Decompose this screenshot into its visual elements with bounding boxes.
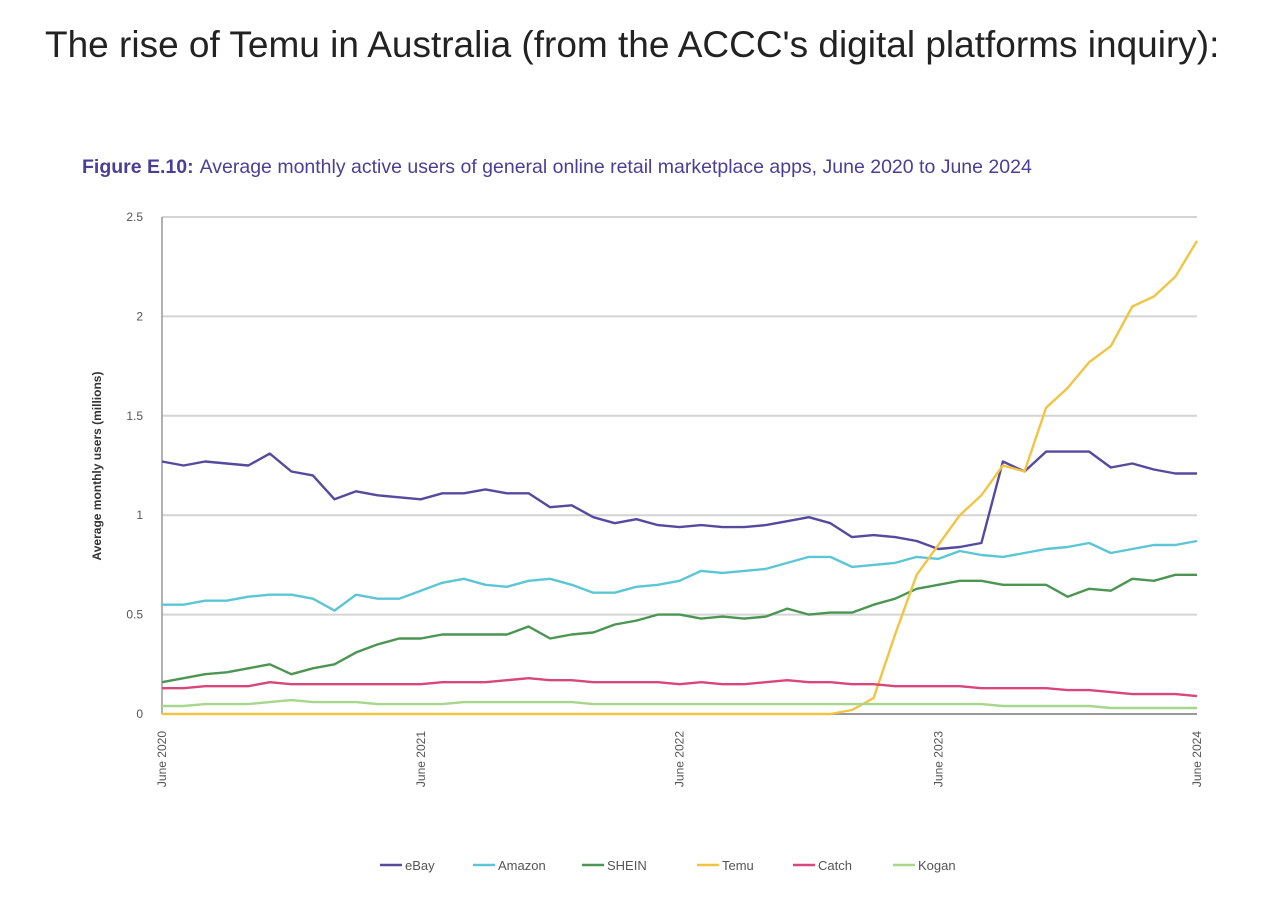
y-tick-label: 2.5: [126, 210, 143, 224]
y-axis-label: Average monthly users (millions): [90, 372, 104, 561]
figure-title-text: Average monthly active users of general …: [199, 156, 1032, 178]
x-tick-label: June 2020: [155, 731, 169, 787]
legend-label: Catch: [818, 858, 852, 873]
y-tick-label: 1.5: [126, 409, 143, 423]
legend-label: Amazon: [498, 858, 546, 873]
legend-item-ebay: eBay: [380, 858, 435, 873]
series-line-amazon: [162, 539, 1198, 612]
series-line-ebay: [161, 450, 1197, 551]
legend-label: eBay: [405, 858, 435, 873]
y-tick-label: 0: [136, 707, 143, 721]
legend-item-catch: Catch: [793, 858, 852, 873]
x-tick-labels: June 2020 June 2021 June 2022 June 2023 June…: [155, 731, 1204, 787]
legend-label: Kogan: [918, 858, 956, 873]
legend-item-temu: Temu: [697, 858, 754, 873]
gridlines: [161, 216, 1197, 715]
legend: eBay Amazon SHEIN Temu Catch Kogan: [380, 858, 956, 873]
x-tick-label: June 2022: [673, 731, 687, 787]
legend-item-amazon: Amazon: [473, 858, 546, 873]
series-line-kogan: [162, 698, 1197, 710]
y-tick-label: 2: [136, 309, 143, 323]
series-line-temu: [162, 240, 1199, 716]
x-tick-label: June 2023: [931, 731, 945, 787]
legend-item-kogan: Kogan: [893, 858, 956, 873]
figure-label: Figure E.10:: [82, 156, 194, 178]
legend-label: Temu: [722, 858, 754, 873]
y-tick-label: 0.5: [126, 608, 143, 622]
y-tick-labels: 0 0.5 1 1.5 2 2.5: [126, 210, 143, 721]
legend-item-shein: SHEIN: [582, 858, 647, 873]
x-tick-label: June 2024: [1190, 731, 1204, 787]
y-tick-label: 1: [136, 508, 143, 522]
headline: The rise of Temu in Australia (from the …: [45, 24, 1220, 65]
series-line-shein: [161, 573, 1197, 684]
series-lines: [161, 240, 1199, 716]
figure-title: Figure E.10: Average monthly active users…: [82, 156, 1032, 179]
legend-label: SHEIN: [607, 858, 647, 873]
x-tick-label: June 2021: [414, 731, 428, 787]
series-line-catch: [162, 677, 1198, 698]
